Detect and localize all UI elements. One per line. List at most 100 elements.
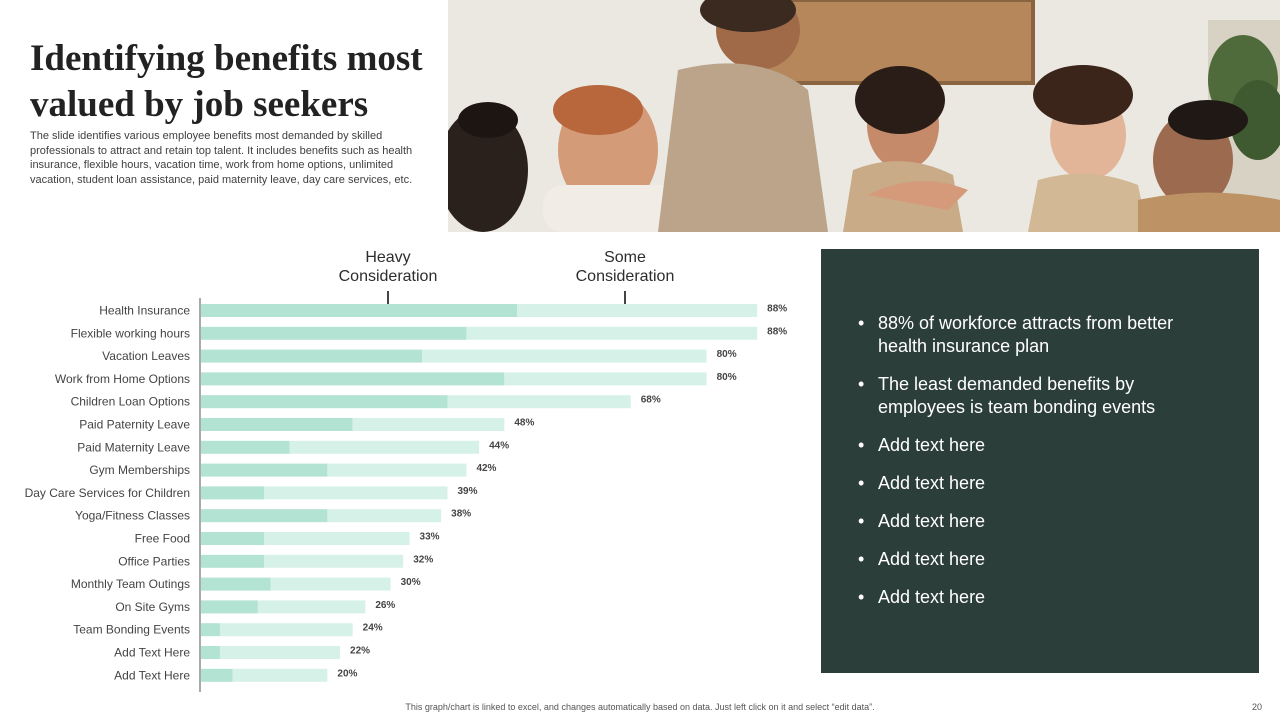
value-label: 44% [489,440,509,451]
insight-bullet: • Add text here [857,434,1217,457]
category-label: Office Parties [118,554,190,568]
value-label: 39% [457,486,477,497]
page-number: 20 [1251,702,1262,712]
insight-bullet: • Add text here [857,510,1217,533]
category-label: Add Text Here [114,668,190,682]
bar-heavy-consideration [201,395,448,409]
heavy-consideration-heading: Heavy Consideration [308,248,468,286]
bar-heavy-consideration [201,326,467,340]
bar-heavy-consideration [201,440,290,454]
bar-some-consideration [257,600,366,614]
bar-some-consideration [327,463,467,477]
category-label: Health Insurance [99,304,190,318]
bar-heavy-consideration [201,486,265,500]
insight-text: The least demanded benefits by employees… [878,374,1156,417]
insight-text: Add text here [878,435,986,455]
category-label: Children Loan Options [71,395,190,409]
bar-heavy-consideration [201,349,423,363]
bar-heavy-consideration [201,509,328,523]
category-label: Day Care Services for Children [25,486,190,500]
value-label: 22% [350,646,370,657]
bar-some-consideration [422,349,707,363]
bar-heavy-consideration [201,668,233,682]
bar-heavy-consideration [201,418,353,431]
insight-text: Add text here [878,511,986,531]
bar-some-consideration [327,509,442,523]
insight-bullet: • Add text here [857,472,1217,495]
insight-bullet: • 88% of workforce attracts from better h… [857,312,1217,358]
bar-some-consideration [264,554,404,568]
bar-some-consideration [232,668,328,682]
insights-list: • 88% of workforce attracts from better h… [857,312,1217,624]
some-consideration-line2: Consideration [575,268,675,285]
value-label: 42% [476,463,496,474]
insight-text: Add text here [878,473,986,493]
bar-heavy-consideration [201,532,265,545]
insight-bullet: • The least demanded benefits by employee… [857,373,1217,419]
category-label: Vacation Leaves [102,349,190,363]
some-consideration-tick [624,291,626,309]
bar-some-consideration [289,440,480,454]
bar-heavy-consideration [201,600,258,614]
bar-some-consideration [219,646,341,659]
value-label: 88% [767,326,787,337]
insight-text: Add text here [878,549,986,569]
bar-some-consideration [264,486,448,500]
bar-some-consideration [466,326,758,340]
heavy-consideration-tick [387,291,389,309]
slide-description: The slide identifies various employee be… [30,130,413,186]
slide-title: Identifying benefits most valued by job … [30,38,423,125]
bar-heavy-consideration [201,554,265,568]
bar-heavy-consideration [201,623,220,637]
category-label: Gym Memberships [89,463,190,477]
insight-bullet: • Add text here [857,586,1217,609]
category-label: On Site Gyms [115,600,190,614]
insight-text: 88% of workforce attracts from better he… [878,313,1174,356]
bar-heavy-consideration [201,304,517,317]
insights-panel: • 88% of workforce attracts from better h… [821,249,1259,673]
bullet-dot-icon: • [858,511,865,531]
category-label: Yoga/Fitness Classes [75,509,190,523]
bullet-dot-icon: • [858,374,865,394]
value-label: 26% [375,600,395,611]
heavy-consideration-line2: Consideration [338,268,438,285]
value-label: 68% [641,395,661,406]
category-label: Monthly Team Outings [71,577,190,591]
value-label: 24% [363,623,383,634]
bar-some-consideration [352,418,505,431]
value-label: 80% [717,349,737,360]
category-label: Add Text Here [114,646,190,660]
bar-heavy-consideration [201,646,220,659]
value-label: 80% [717,372,737,383]
bullet-dot-icon: • [858,473,865,493]
category-label: Paid Paternity Leave [79,418,190,432]
footer-note: This graph/chart is linked to excel, and… [405,702,875,712]
bar-heavy-consideration [201,372,505,386]
category-label: Team Bonding Events [73,623,190,637]
category-label: Free Food [135,532,190,546]
bar-some-consideration [219,623,353,637]
value-label: 38% [451,509,471,520]
bar-some-consideration [517,304,758,317]
bullet-dot-icon: • [858,313,865,333]
bar-some-consideration [264,532,410,545]
some-consideration-heading: Some Consideration [545,248,705,286]
value-label: 48% [514,418,534,429]
insight-text: Add text here [878,587,986,607]
heavy-consideration-line1: Heavy [365,249,411,266]
category-label: Flexible working hours [71,326,190,340]
value-label: 30% [401,577,421,588]
bar-some-consideration [447,395,631,409]
team-handshake-photo [448,0,1280,232]
bar-some-consideration [504,372,707,386]
benefits-bar-chart: Health Insurance 88% Flexible working hour… [25,298,787,692]
some-consideration-line1: Some [604,249,646,266]
bar-heavy-consideration [201,463,328,477]
bar-heavy-consideration [201,577,271,591]
value-label: 32% [413,554,433,565]
value-label: 33% [420,532,440,543]
insight-bullet: • Add text here [857,548,1217,571]
bullet-dot-icon: • [858,435,865,455]
bullet-dot-icon: • [858,587,865,607]
bullet-dot-icon: • [858,549,865,569]
